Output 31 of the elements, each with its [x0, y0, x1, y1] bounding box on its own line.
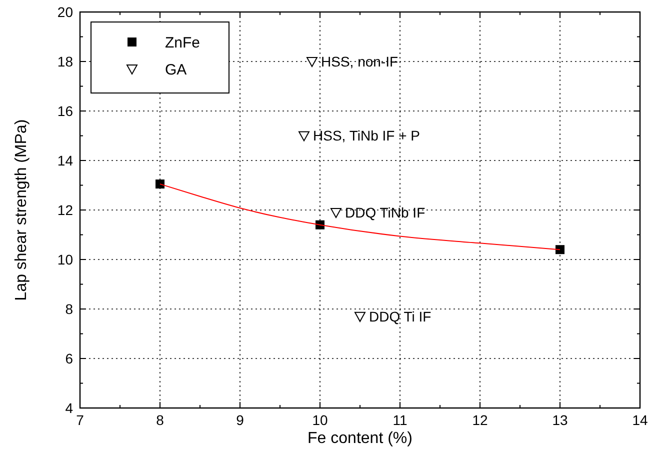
- y-axis-title: Lap shear strength (MPa): [13, 119, 30, 301]
- point: [306, 57, 318, 67]
- x-tick-label: 14: [632, 412, 648, 428]
- annotation: DDQ TiNb IF: [345, 204, 426, 220]
- y-tick-label: 10: [57, 251, 74, 268]
- point: [330, 208, 342, 218]
- legend-label: ZnFe: [165, 34, 200, 52]
- x-tick-label: 8: [156, 412, 164, 428]
- point: [556, 245, 564, 254]
- annotation: HSS, non-IF: [321, 53, 398, 70]
- y-tick-label: 12: [57, 202, 74, 218]
- x-tick-label: 13: [552, 412, 568, 428]
- annotation: HSS, TiNb IF + P: [313, 128, 420, 144]
- x-axis-title: Fe content (%): [308, 430, 412, 447]
- x-tick-label: 7: [76, 412, 84, 428]
- y-tick-label: 6: [65, 350, 74, 366]
- annotation: DDQ Ti IF: [369, 308, 432, 324]
- y-tick-label: 16: [57, 102, 74, 119]
- point: [156, 180, 164, 189]
- x-tick-label: 9: [236, 412, 244, 428]
- legend-label: GA: [165, 61, 187, 78]
- x-tick-label: 12: [472, 412, 488, 428]
- y-tick-label: 4: [65, 400, 74, 416]
- point: [298, 131, 310, 142]
- y-tick-label: 18: [57, 53, 74, 70]
- x-tick-label: 11: [392, 412, 408, 428]
- x-tick-label: 10: [312, 412, 328, 428]
- y-tick-label: 20: [57, 4, 74, 20]
- y-tick-label: 8: [65, 300, 74, 317]
- y-tick-label: 14: [57, 152, 74, 168]
- point: [354, 312, 366, 322]
